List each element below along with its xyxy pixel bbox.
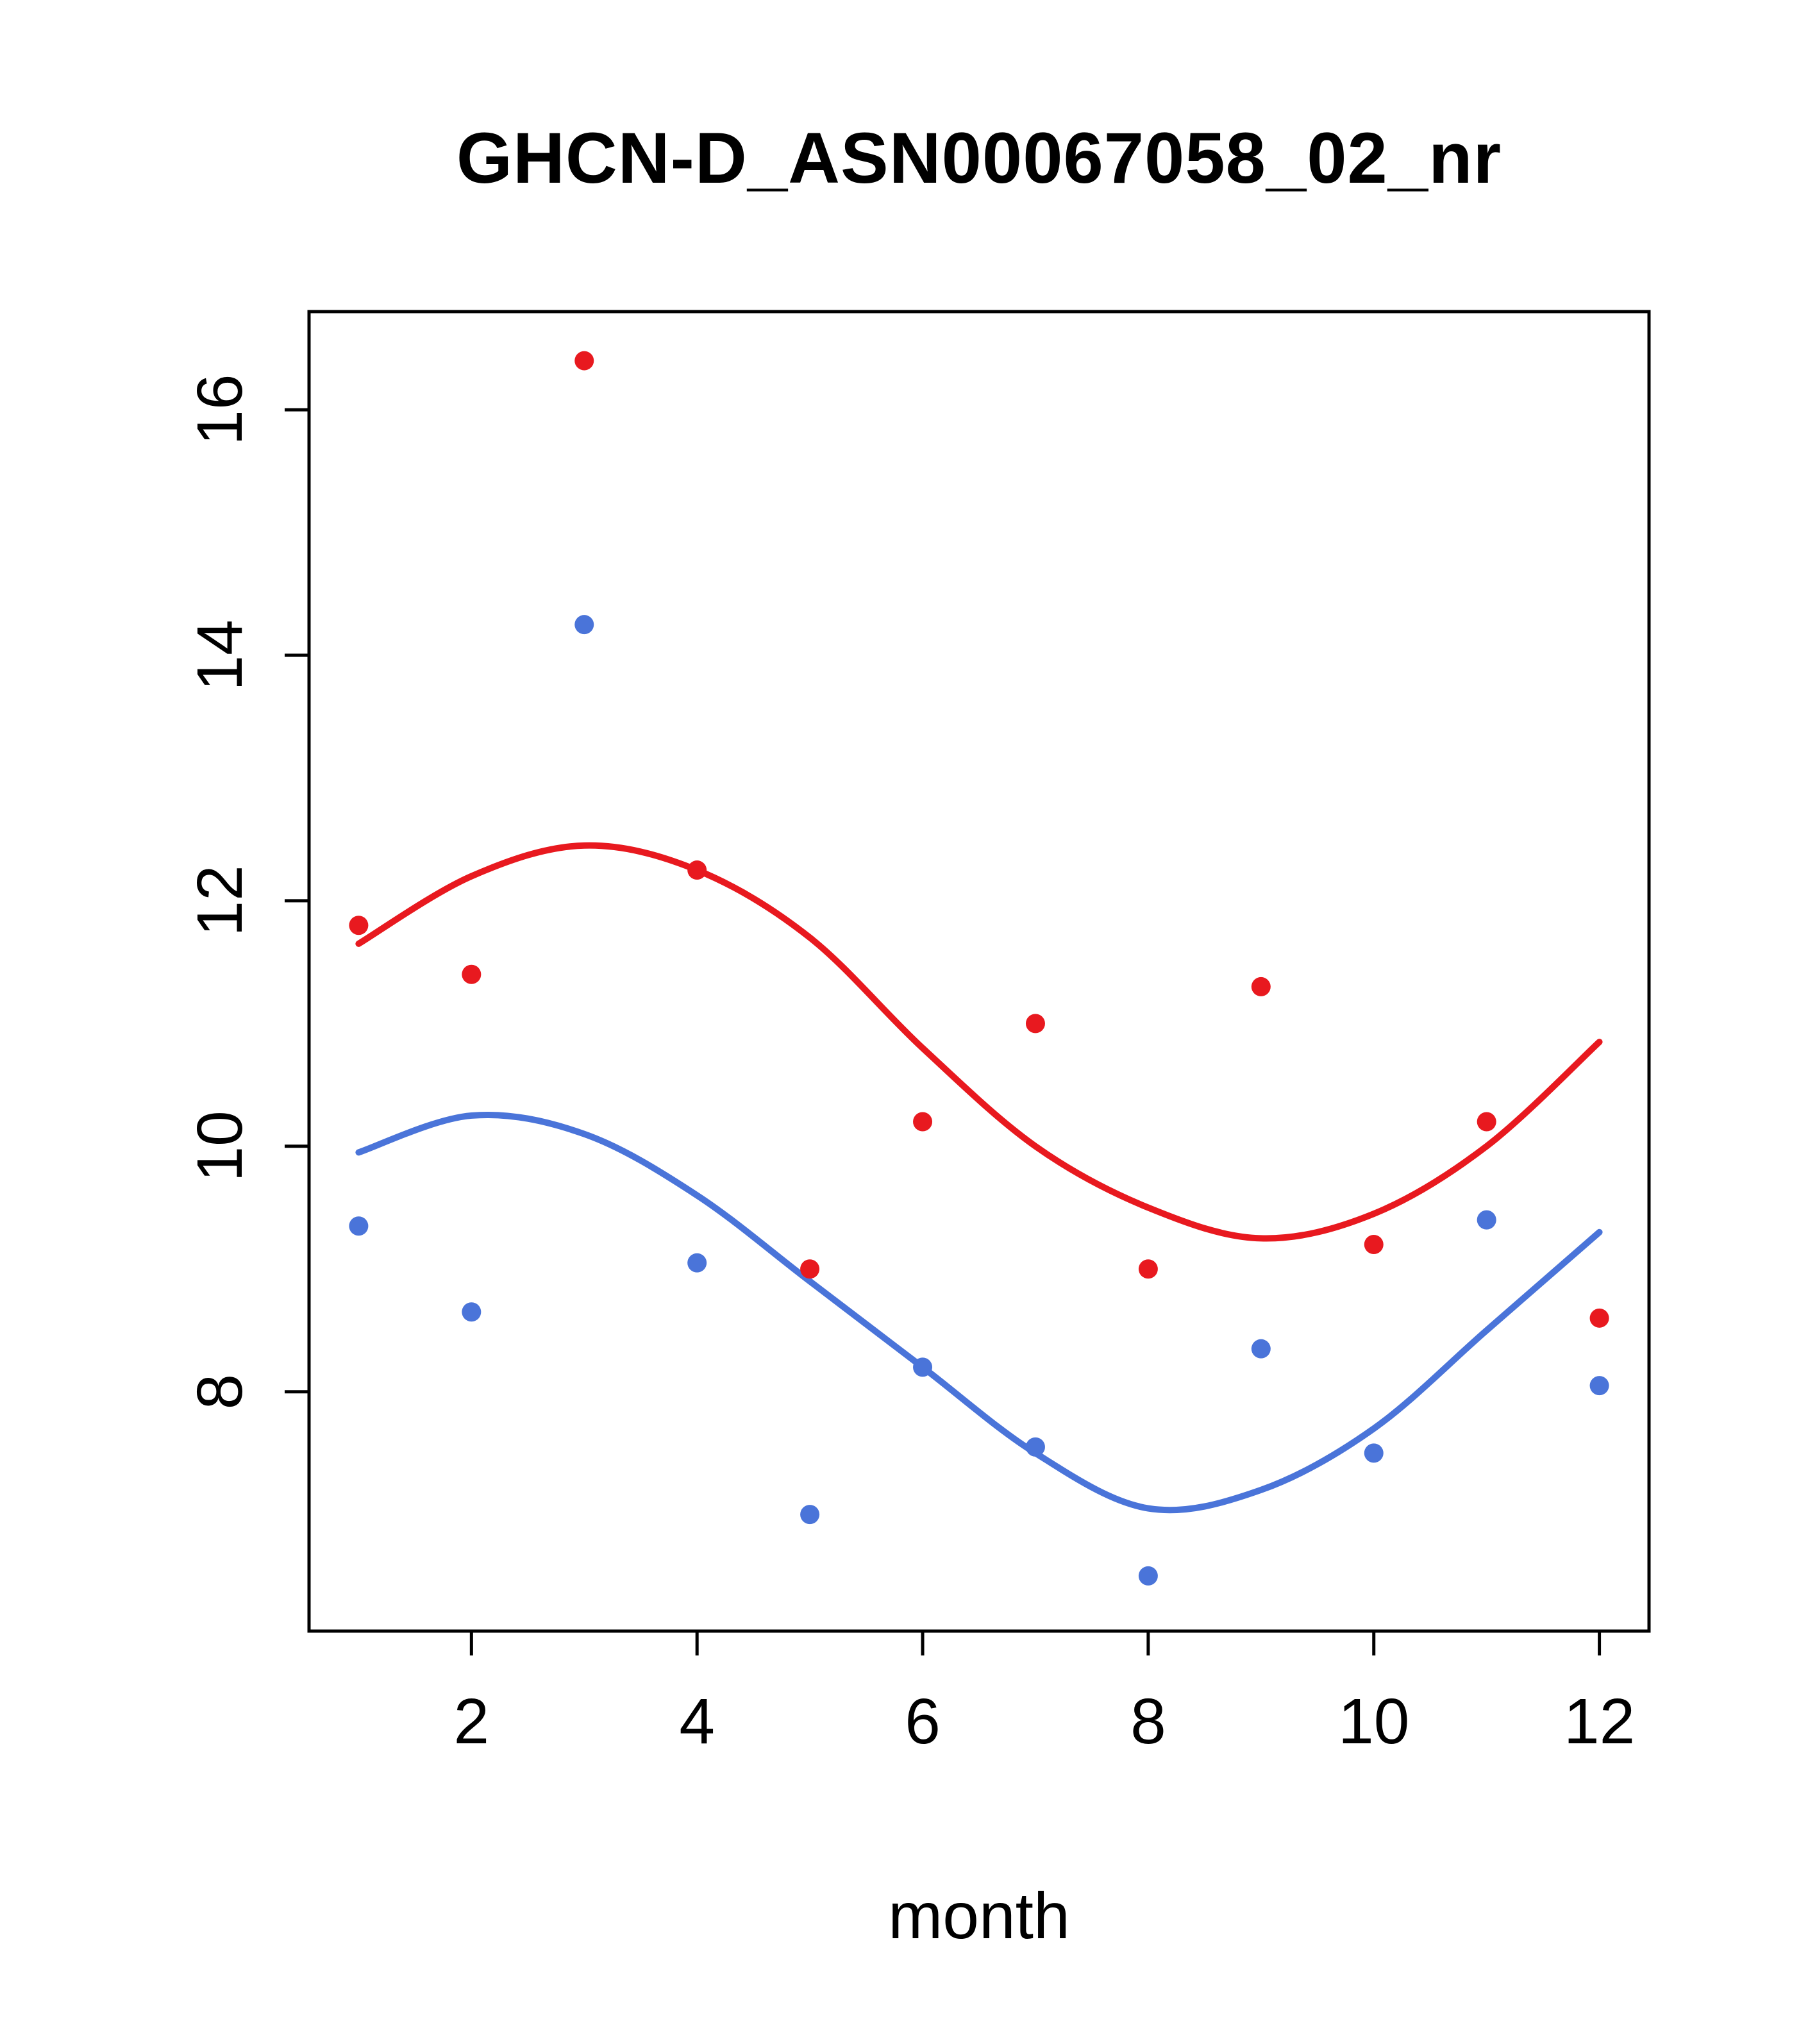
data-point-red-points bbox=[1364, 1234, 1384, 1254]
x-tick-label: 10 bbox=[1338, 1686, 1409, 1757]
data-point-blue-points bbox=[1025, 1437, 1045, 1457]
data-point-red-points bbox=[1589, 1308, 1609, 1328]
data-point-blue-points bbox=[1477, 1210, 1496, 1230]
y-tick-label: 16 bbox=[184, 374, 256, 446]
data-point-red-points bbox=[349, 916, 369, 935]
x-tick-label: 4 bbox=[679, 1686, 715, 1757]
y-tick-label: 10 bbox=[184, 1110, 256, 1182]
data-point-blue-points bbox=[913, 1357, 933, 1377]
data-point-blue-points bbox=[1364, 1443, 1384, 1463]
data-point-red-points bbox=[574, 351, 594, 371]
data-point-red-points bbox=[913, 1112, 933, 1132]
data-point-red-points bbox=[687, 860, 707, 880]
y-tick-label: 12 bbox=[184, 865, 256, 936]
data-point-red-points bbox=[800, 1259, 820, 1279]
chart-title: GHCN-D_ASN00067058_02_nr bbox=[456, 118, 1502, 198]
data-point-blue-points bbox=[800, 1505, 820, 1525]
data-point-blue-points bbox=[1589, 1376, 1609, 1396]
data-point-red-points bbox=[1477, 1112, 1496, 1132]
x-tick-label: 12 bbox=[1564, 1686, 1635, 1757]
x-tick-label: 6 bbox=[905, 1686, 941, 1757]
series-red-smooth-line bbox=[355, 842, 1603, 1242]
data-point-blue-points bbox=[1138, 1566, 1158, 1586]
data-point-blue-points bbox=[1251, 1339, 1271, 1359]
x-tick-label: 2 bbox=[454, 1686, 490, 1757]
data-point-red-points bbox=[462, 964, 481, 984]
data-point-red-points bbox=[1251, 976, 1271, 996]
data-point-blue-points bbox=[687, 1253, 707, 1273]
data-point-blue-points bbox=[574, 615, 594, 635]
plot-frame bbox=[307, 310, 1651, 1633]
data-point-red-points bbox=[1138, 1259, 1158, 1279]
y-tick-label: 8 bbox=[184, 1374, 256, 1410]
x-tick-label: 8 bbox=[1130, 1686, 1166, 1757]
data-point-red-points bbox=[1025, 1014, 1045, 1034]
y-tick-label: 14 bbox=[184, 619, 256, 691]
x-axis-label: month bbox=[888, 1879, 1070, 1952]
series-blue-smooth-line bbox=[355, 1111, 1603, 1514]
data-point-blue-points bbox=[462, 1302, 481, 1322]
data-point-blue-points bbox=[349, 1216, 369, 1236]
